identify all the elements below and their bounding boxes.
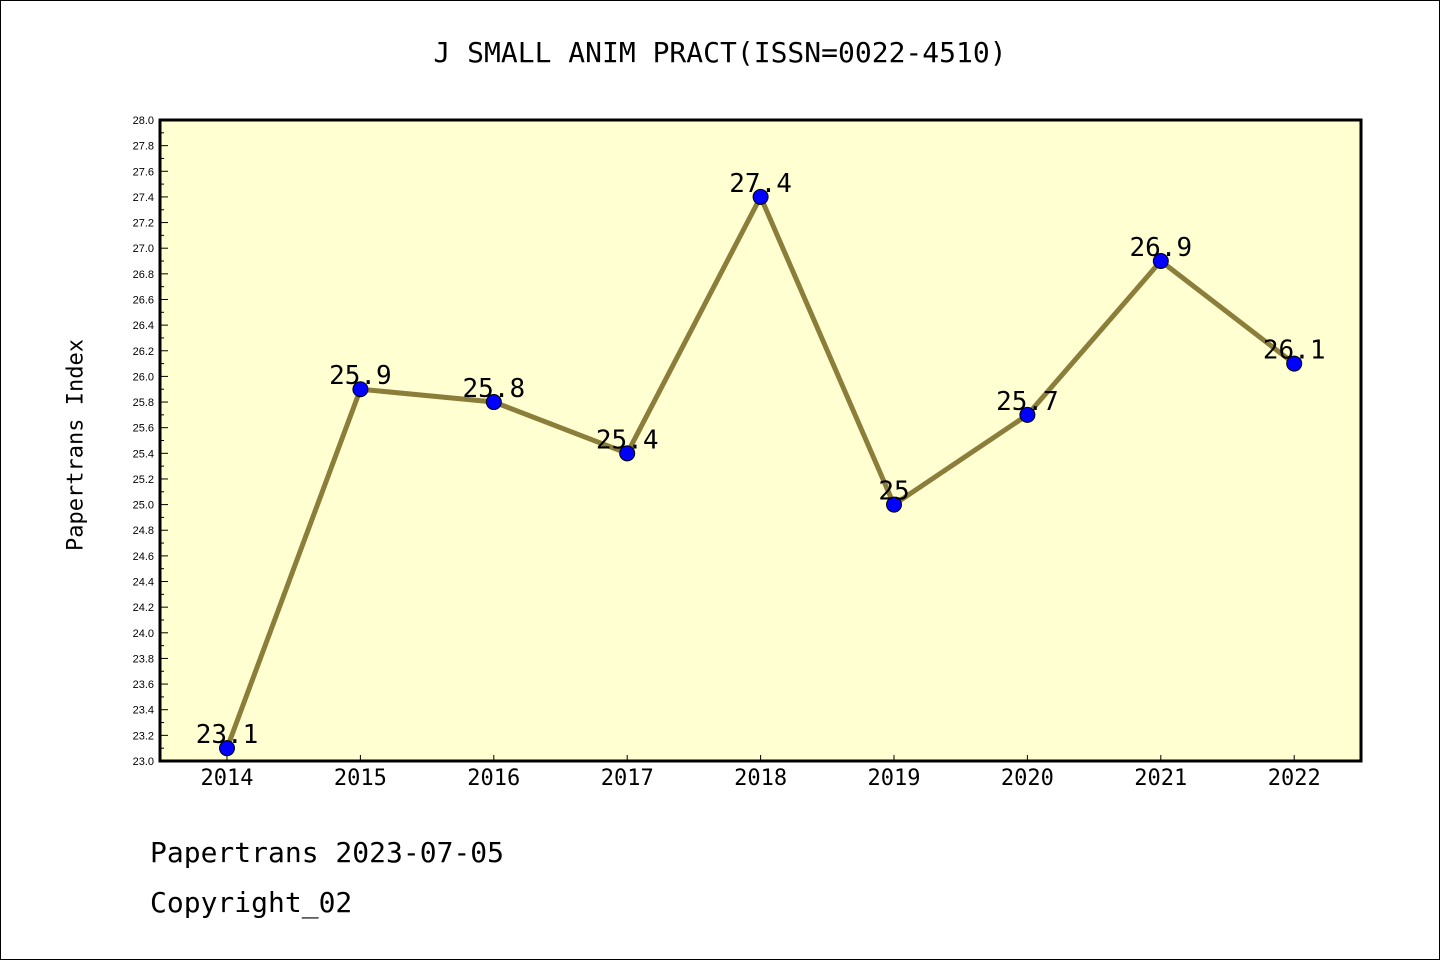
y-tick-label: 26.0 xyxy=(133,371,154,383)
footer-source-date: Papertrans 2023-07-05 xyxy=(150,836,505,869)
x-tick-label: 2021 xyxy=(1134,766,1187,791)
x-tick-label: 2022 xyxy=(1268,766,1321,791)
y-tick-label: 25.6 xyxy=(133,423,154,435)
data-label: 26.9 xyxy=(1129,233,1192,263)
y-tick-label: 25.0 xyxy=(133,500,154,512)
y-tick-label: 24.8 xyxy=(133,525,154,537)
data-label: 27.4 xyxy=(729,169,792,199)
y-tick-label: 24.0 xyxy=(133,628,154,640)
y-tick-label: 23.4 xyxy=(133,705,154,717)
y-tick-label: 24.6 xyxy=(133,551,154,563)
y-tick-label: 23.0 xyxy=(133,756,154,768)
y-tick-label: 23.6 xyxy=(133,679,154,691)
x-tick-label: 2014 xyxy=(201,766,254,791)
data-label: 23.1 xyxy=(196,720,259,750)
y-tick-label: 26.6 xyxy=(133,294,154,306)
y-tick-label: 24.2 xyxy=(133,602,154,614)
y-tick-label: 23.8 xyxy=(133,653,154,665)
chart-title: J SMALL ANIM PRACT(ISSN=0022-4510) xyxy=(433,36,1007,69)
x-tick-label: 2017 xyxy=(601,766,654,791)
data-point xyxy=(1286,355,1303,372)
y-tick-label: 28.0 xyxy=(133,115,154,127)
data-point xyxy=(1019,406,1036,423)
x-tick-label: 2015 xyxy=(334,766,387,791)
footer-copyright: Copyright_02 xyxy=(150,886,353,919)
data-label: 26.1 xyxy=(1263,336,1326,366)
plot-area xyxy=(158,118,1363,763)
data-label: 25.8 xyxy=(462,374,525,404)
y-tick-label: 27.4 xyxy=(133,192,154,204)
y-tick-label: 26.8 xyxy=(133,269,154,281)
data-label: 25.7 xyxy=(996,387,1059,417)
data-label: 25.9 xyxy=(329,361,392,391)
y-tick-label: 25.2 xyxy=(133,474,154,486)
y-tick-label: 27.8 xyxy=(133,141,154,153)
x-tick-label: 2016 xyxy=(467,766,520,791)
y-tick-label: 26.2 xyxy=(133,346,154,358)
y-tick-label: 24.4 xyxy=(133,577,154,589)
data-label: 25 xyxy=(878,477,909,507)
data-point xyxy=(886,496,902,513)
data-point xyxy=(619,445,636,462)
x-tick-label: 2018 xyxy=(734,766,787,791)
y-tick-label: 27.0 xyxy=(133,243,154,255)
data-point xyxy=(219,740,235,757)
y-tick-label: 23.2 xyxy=(133,730,154,742)
data-point xyxy=(1152,253,1169,270)
y-tick-label: 27.6 xyxy=(133,166,154,178)
data-point xyxy=(352,381,369,398)
data-label: 25.4 xyxy=(596,425,659,455)
y-tick-label: 25.4 xyxy=(133,448,154,460)
y-tick-label: 27.2 xyxy=(133,218,154,230)
data-point xyxy=(752,188,769,205)
x-tick-label: 2019 xyxy=(868,766,921,791)
x-tick-label: 2020 xyxy=(1001,766,1054,791)
y-tick-label: 26.4 xyxy=(133,320,154,332)
data-point xyxy=(485,394,502,411)
y-tick-label: 25.8 xyxy=(133,397,154,409)
